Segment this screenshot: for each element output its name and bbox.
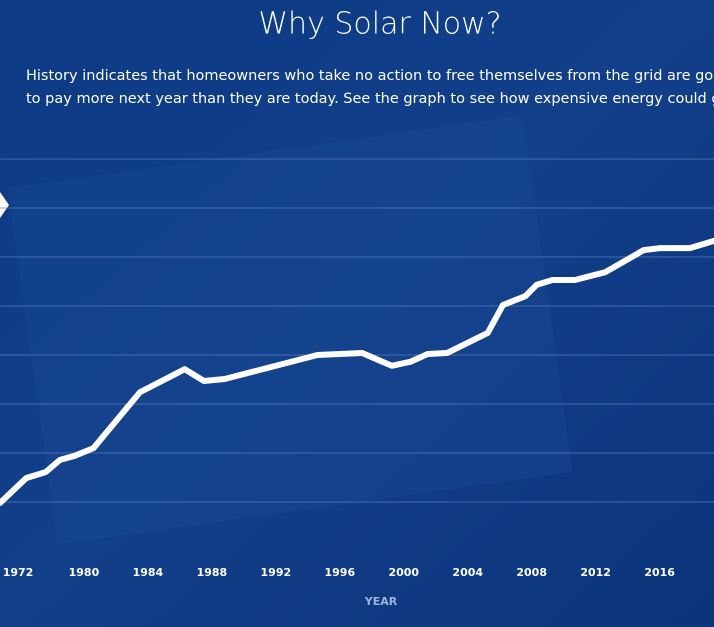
x-tick-label: 1972 <box>3 566 34 579</box>
x-tick-label: 2012 <box>580 566 611 579</box>
x-tick-label: 1996 <box>324 566 355 579</box>
x-tick-label: 1984 <box>133 566 164 579</box>
x-axis-label: YEAR <box>364 595 398 608</box>
prev-arrow[interactable] <box>0 192 9 218</box>
x-tick-label: 1980 <box>69 566 100 579</box>
x-tick-label: 2000 <box>388 566 419 579</box>
x-tick-label: 1988 <box>197 566 228 579</box>
x-tick-label: 2004 <box>452 566 483 579</box>
chart-title: Why Solar Now? <box>258 7 501 42</box>
x-tick-label: 2016 <box>644 566 675 579</box>
x-tick-label: 2008 <box>516 566 547 579</box>
data-line <box>0 237 714 506</box>
subtitle: to pay more next year than they are toda… <box>26 91 714 107</box>
x-tick-label: 1992 <box>261 566 292 579</box>
bill-backdrop <box>7 115 573 545</box>
subtitle: History indicates that homeowners who ta… <box>26 68 714 84</box>
